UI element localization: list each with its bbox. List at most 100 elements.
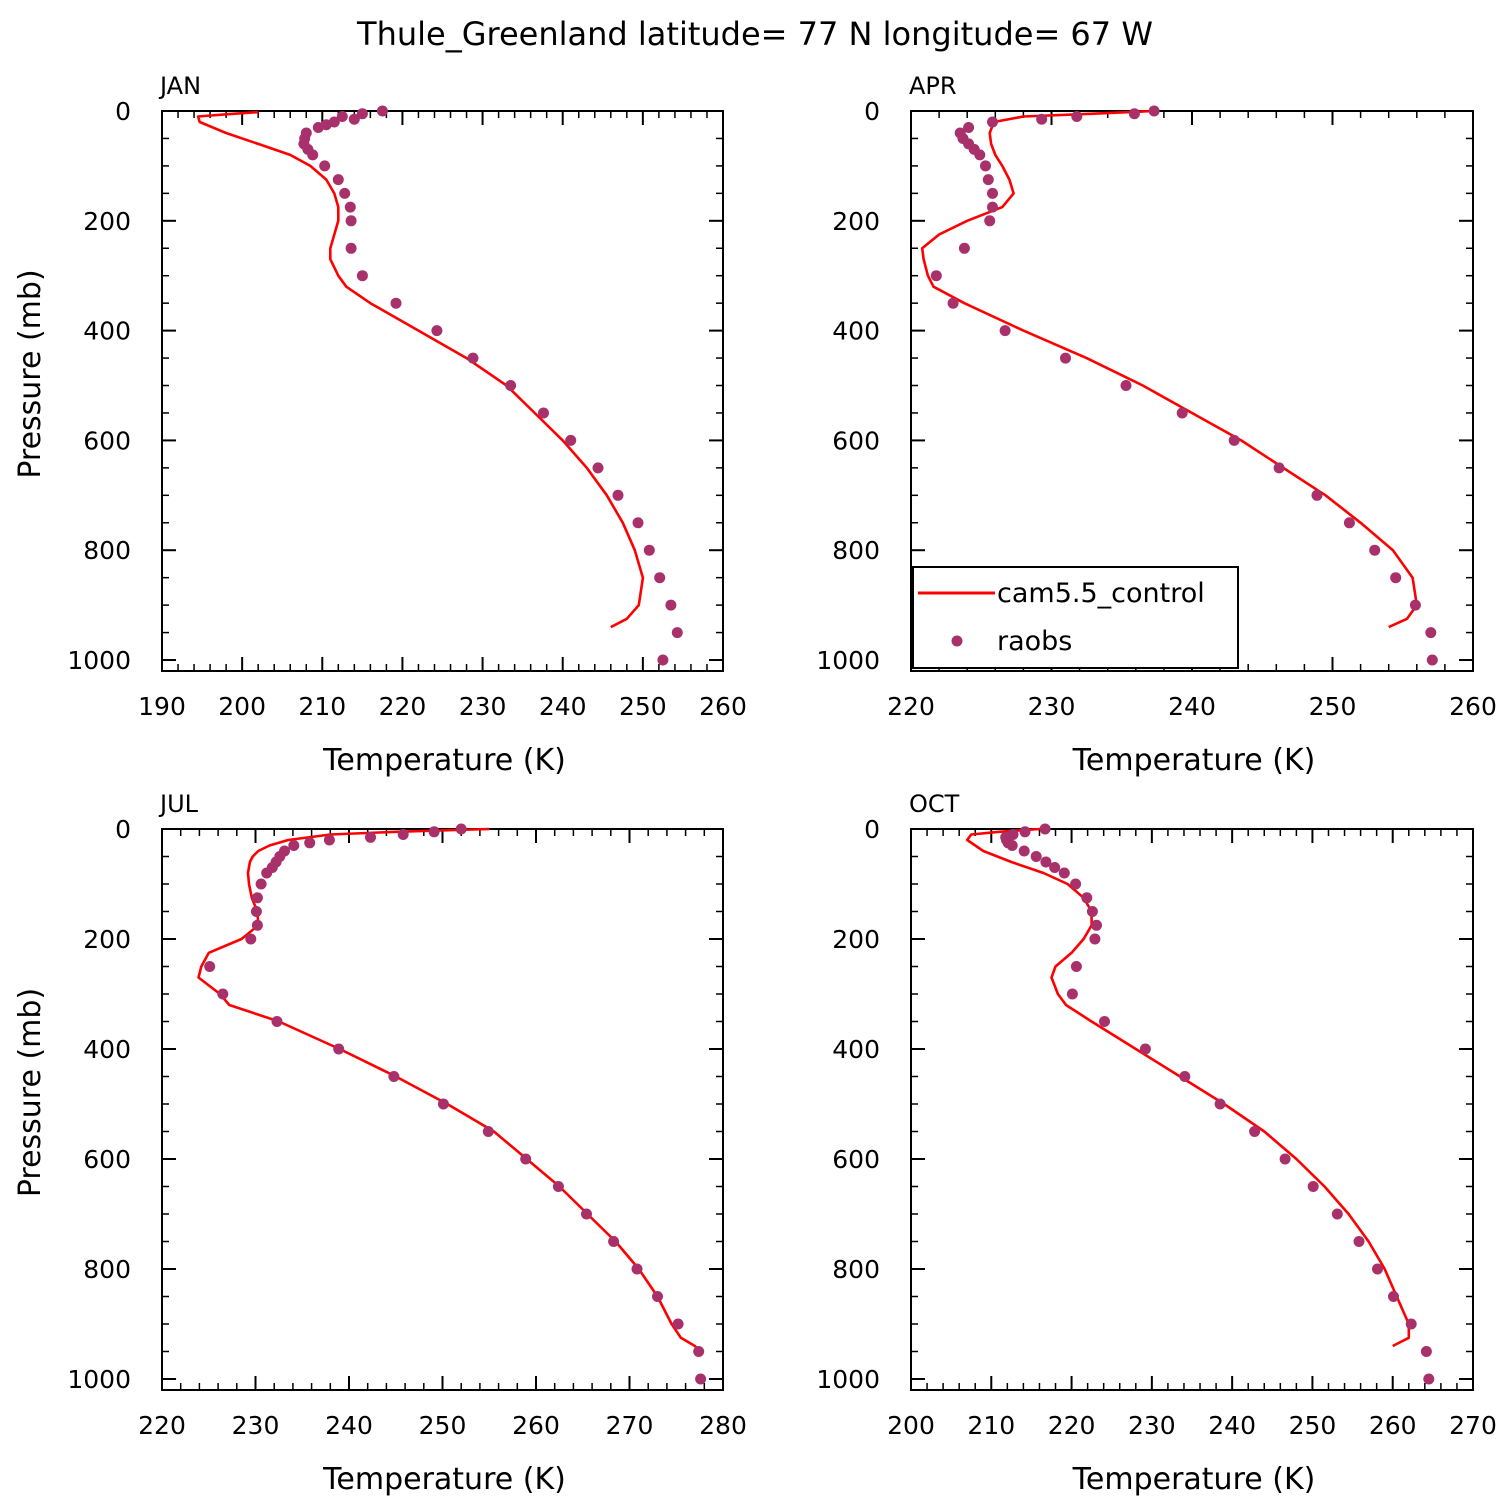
panel-jan: JAN 190 200 210 220 230 240 250 260 0 200 400 600 800… [13,72,747,778]
obs-point-jan [348,113,360,125]
obs-point-apr [1060,352,1071,364]
model-line-oct [965,827,1411,1348]
panel-label-apr: APR [909,72,957,100]
obs-point-jul [250,906,262,917]
y-tick-label-jul: 800 [83,1255,131,1284]
obs-point-apr [1071,111,1083,122]
obs-point-jul [251,919,263,931]
obs-point-oct [1139,1043,1151,1055]
y-tick-label-jan: 0 [115,97,131,126]
obs-point-oct [1279,1153,1291,1165]
panel-label-oct: OCT [909,790,960,818]
legend-box [912,566,1239,669]
y-tick-label-oct: 0 [864,815,880,844]
x-tick-label-jul: 230 [232,1411,280,1440]
obs-point-apr [1176,407,1188,419]
obs-point-oct [1353,1236,1365,1247]
obs-point-jan [671,627,683,639]
obs-point-apr [1311,489,1323,501]
obs-point-jan [632,517,644,529]
obs-point-jan [643,544,655,556]
obs-point-jan [431,325,443,337]
obs-point-apr [1425,627,1437,639]
x-tick-label-oct: 210 [967,1411,1015,1440]
obs-point-jan [356,270,368,282]
obs-point-jul [365,831,376,843]
obs-point-oct [1331,1208,1343,1220]
y-tick-label-oct: 600 [832,1145,880,1174]
obs-point-oct [1307,1181,1319,1192]
obs-point-oct [1420,1346,1432,1357]
y-tick-label-oct: 800 [832,1255,880,1284]
obs-point-apr [1343,517,1355,529]
obs-point-jul [251,892,263,904]
obs-point-jul [652,1291,663,1302]
obs-point-jan [376,105,388,117]
y-tick-label-jan: 1000 [67,646,131,675]
obs-point-apr [980,160,991,172]
obs-point-jul [455,823,467,835]
x-tick-label-jan: 190 [138,692,186,721]
panel-label-jul: JUL [158,790,199,818]
obs-point-jan [657,654,669,666]
obs-point-jan [319,160,331,172]
obs-point-apr [987,116,998,128]
legend-model-label: cam5.5_control [997,578,1205,609]
obs-point-oct [1214,1098,1226,1110]
plot-frame-oct [910,828,1474,1391]
y-tick-label-apr: 800 [832,536,880,565]
obs-point-jul [608,1236,620,1247]
obs-point-oct [1423,1373,1435,1385]
obs-point-oct [1081,892,1093,904]
obs-point-oct [1086,906,1098,917]
figure-title: Thule_Greenland latitude= 77 N longitude… [356,15,1153,53]
x-tick-label-jul: 260 [512,1411,560,1440]
y-tick-label-apr: 0 [864,97,880,126]
x-tick-label-jul: 270 [606,1411,654,1440]
obs-point-jan [345,242,357,254]
obs-point-jan [612,489,624,501]
obs-point-oct [1405,1318,1417,1330]
obs-point-oct [1040,856,1052,868]
y-tick-label-jan: 200 [83,207,131,236]
obs-point-apr [1273,462,1285,474]
x-tick-label-oct: 260 [1369,1411,1417,1440]
obs-point-oct [1066,988,1078,1000]
obs-point-apr [1426,654,1438,666]
obs-point-apr [963,122,975,133]
x-tick-label-oct: 200 [887,1411,935,1440]
obs-point-apr [982,174,994,186]
obs-point-jul [323,834,335,846]
plot-frame-jan [161,110,724,672]
x-tick-label-jul: 240 [325,1411,373,1440]
legend-obs-swatch [951,635,963,647]
obs-point-jul [428,826,440,838]
obs-point-jan [592,462,604,474]
obs-point-jul [217,988,229,1000]
obs-point-jul [520,1153,532,1165]
obs-point-jan [505,380,517,391]
panel-apr: APR 220 230 240 250 260 0 200 400 600 800 1000 Tempe… [816,72,1496,778]
x-axis-label-jan: Temperature (K) [322,743,566,778]
obs-point-jul [482,1126,494,1137]
x-tick-label-apr: 240 [1168,692,1216,721]
obs-point-jan [336,111,348,122]
obs-point-jan [344,201,356,213]
obs-point-jul [304,837,316,849]
obs-point-jul [437,1098,449,1110]
obs-point-oct [1070,961,1082,972]
legend: cam5.5_control raobs [912,566,1239,669]
obs-point-apr [974,149,986,161]
obs-point-apr [1120,380,1132,391]
obs-point-jan [307,149,319,161]
y-axis-label-jan: Pressure (mb) [13,269,48,478]
y-tick-label-jul: 1000 [67,1365,131,1394]
obs-point-jul [271,1016,283,1027]
y-tick-label-apr: 600 [832,426,880,455]
panel-label-jan: JAN [158,72,201,100]
obs-point-apr [930,270,942,282]
obs-point-apr [1148,105,1160,117]
obs-point-jan [345,215,357,227]
x-axis-label-apr: Temperature (K) [1072,743,1316,778]
obs-point-jan [654,572,666,584]
